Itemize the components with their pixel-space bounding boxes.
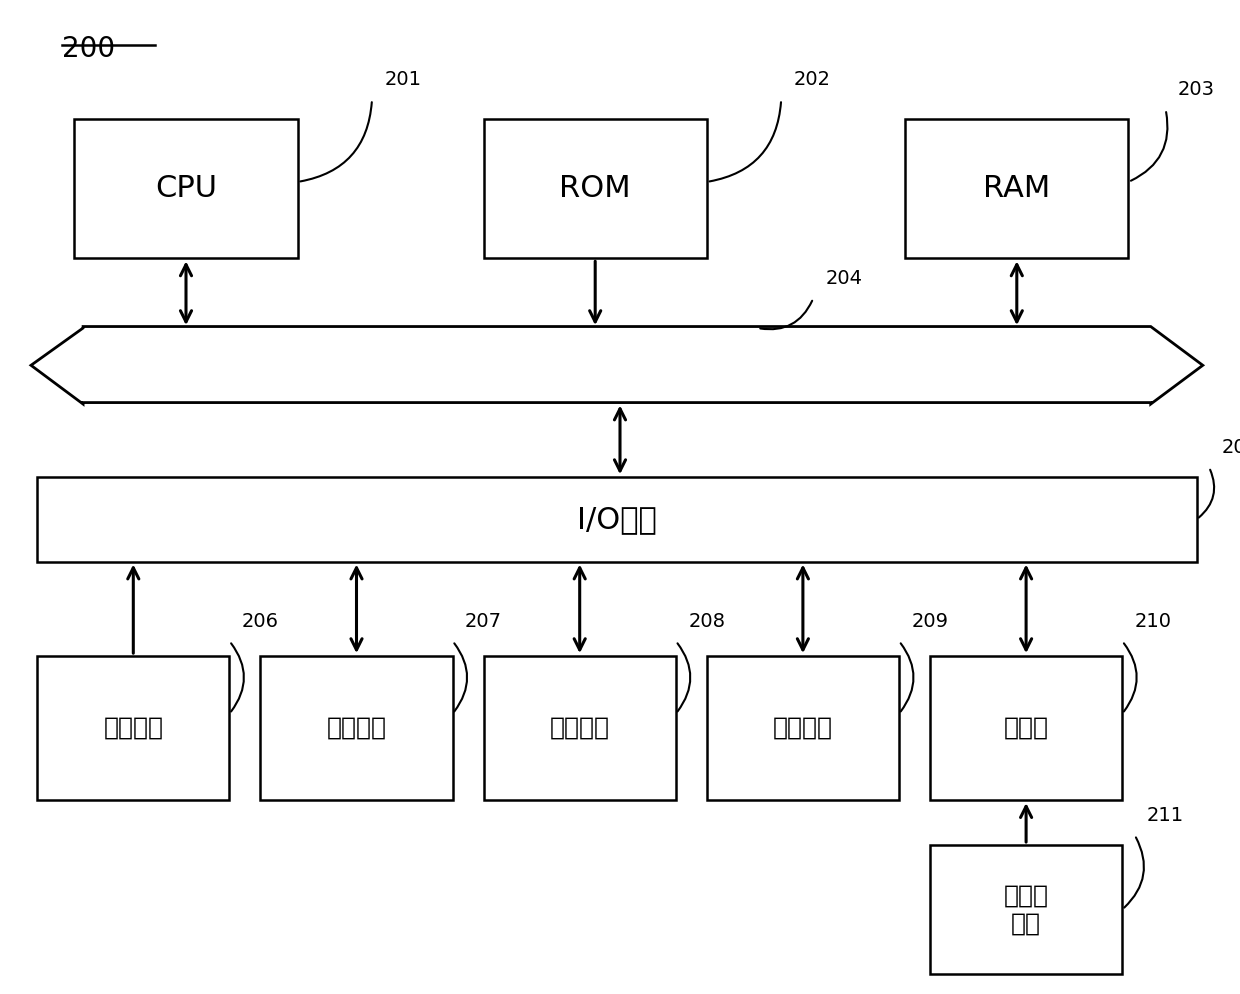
Text: 204: 204 [826, 269, 863, 288]
Text: CPU: CPU [155, 174, 217, 204]
Text: 206: 206 [242, 612, 279, 631]
Bar [930, 656, 1122, 800]
Bar [37, 656, 229, 800]
Text: 输出部分: 输出部分 [326, 716, 387, 741]
Bar [484, 119, 707, 258]
Text: RAM: RAM [983, 174, 1050, 204]
Text: 可拆卸
介质: 可拆卸 介质 [1003, 884, 1049, 935]
Text: 202: 202 [794, 71, 831, 89]
Text: ROM: ROM [559, 174, 631, 204]
Text: 输入部分: 输入部分 [103, 716, 164, 741]
Text: 207: 207 [465, 612, 502, 631]
Text: 208: 208 [688, 612, 725, 631]
Text: 201: 201 [384, 71, 422, 89]
Bar [37, 477, 1197, 562]
Bar [905, 119, 1128, 258]
Text: I/O接口: I/O接口 [577, 505, 657, 534]
Text: 210: 210 [1135, 612, 1172, 631]
Bar [484, 656, 676, 800]
Text: 203: 203 [1178, 81, 1215, 99]
Text: 储存部分: 储存部分 [549, 716, 610, 741]
Bar [260, 656, 453, 800]
Polygon shape [31, 326, 1203, 404]
Text: 200: 200 [62, 35, 115, 63]
Text: 通信部分: 通信部分 [773, 716, 833, 741]
Text: 驱动器: 驱动器 [1003, 716, 1049, 741]
Text: 205: 205 [1221, 438, 1240, 457]
Bar [930, 845, 1122, 974]
Bar [707, 656, 899, 800]
Text: 211: 211 [1147, 806, 1184, 825]
Text: 209: 209 [911, 612, 949, 631]
Bar [74, 119, 298, 258]
